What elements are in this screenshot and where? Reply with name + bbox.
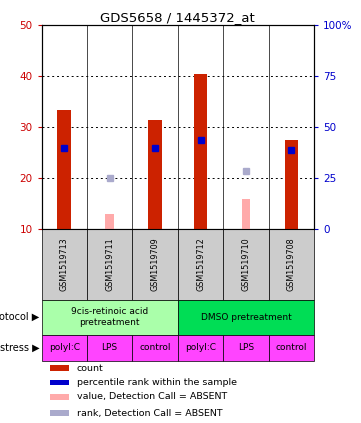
Bar [284, 140, 298, 229]
Bar [148, 120, 162, 229]
Bar [269, 335, 314, 361]
Text: stress ▶: stress ▶ [0, 343, 39, 353]
Text: polyI:C: polyI:C [49, 343, 80, 352]
Text: rank, Detection Call = ABSENT: rank, Detection Call = ABSENT [77, 409, 223, 418]
Title: GDS5658 / 1445372_at: GDS5658 / 1445372_at [100, 11, 255, 24]
Text: GSM1519710: GSM1519710 [242, 238, 251, 291]
Bar [57, 110, 71, 229]
Bar [178, 229, 223, 299]
Text: DMSO pretreatment: DMSO pretreatment [201, 313, 291, 321]
Bar [105, 214, 114, 229]
Bar [132, 229, 178, 299]
Text: GSM1519708: GSM1519708 [287, 238, 296, 291]
Text: control: control [139, 343, 171, 352]
Text: GSM1519712: GSM1519712 [196, 238, 205, 291]
Bar [50, 380, 69, 385]
Text: polyI:C: polyI:C [185, 343, 216, 352]
Text: GSM1519709: GSM1519709 [151, 238, 160, 291]
Bar [42, 229, 87, 299]
Text: LPS: LPS [101, 343, 118, 352]
Bar [269, 229, 314, 299]
Bar [223, 335, 269, 361]
Text: protocol ▶: protocol ▶ [0, 312, 39, 322]
Bar [50, 410, 69, 416]
Bar [194, 74, 207, 229]
Bar [42, 335, 87, 361]
Text: 9cis-retinoic acid
pretreatment: 9cis-retinoic acid pretreatment [71, 308, 148, 327]
Text: control: control [275, 343, 307, 352]
Text: GSM1519713: GSM1519713 [60, 238, 69, 291]
Bar [178, 335, 223, 361]
Text: count: count [77, 364, 104, 373]
Bar [242, 199, 251, 229]
Bar [42, 299, 178, 335]
Bar [50, 365, 69, 371]
Text: GSM1519711: GSM1519711 [105, 238, 114, 291]
Text: LPS: LPS [238, 343, 254, 352]
Bar [50, 394, 69, 400]
Bar [223, 229, 269, 299]
Bar [87, 229, 132, 299]
Bar [132, 335, 178, 361]
Bar [87, 335, 132, 361]
Bar [178, 299, 314, 335]
Text: percentile rank within the sample: percentile rank within the sample [77, 378, 237, 387]
Text: value, Detection Call = ABSENT: value, Detection Call = ABSENT [77, 393, 227, 401]
